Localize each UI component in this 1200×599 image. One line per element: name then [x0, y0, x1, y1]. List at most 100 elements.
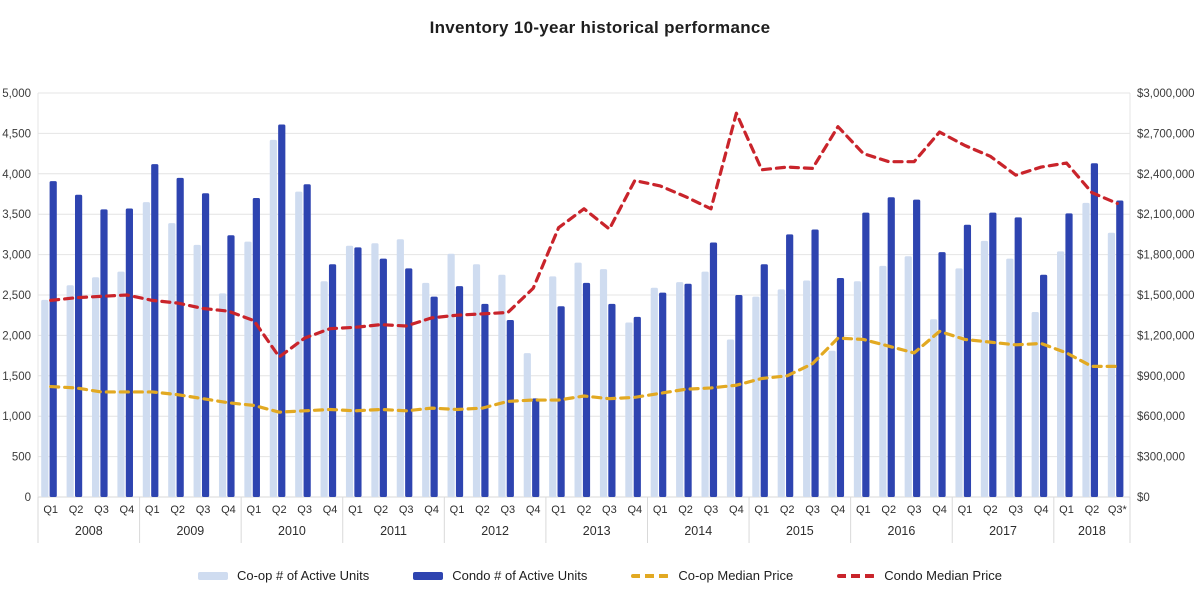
axis-tick-label: 2008	[75, 524, 103, 538]
condo-units-bar	[506, 320, 514, 497]
axis-tick-label: Q2	[373, 504, 388, 516]
coop-units-bar	[955, 268, 963, 497]
coop-units-bar	[472, 264, 481, 497]
axis-tick-label: Q1	[247, 504, 262, 516]
coop-units-bar	[117, 271, 125, 497]
axis-tick-label: 0	[25, 492, 31, 504]
coop-units-bar	[853, 281, 862, 497]
condo-units-bar	[760, 264, 768, 497]
coop-units-bar	[218, 293, 227, 497]
legend-label: Condo Median Price	[884, 568, 1003, 583]
axis-tick-label: Q3	[500, 504, 515, 516]
axis-tick-label: Q1	[551, 504, 566, 516]
axis-tick-label: Q3	[94, 504, 109, 516]
coop-units-bar	[422, 282, 430, 497]
coop-units-bar	[549, 276, 557, 497]
condo-units-bar	[608, 303, 616, 497]
condo-units-bar	[532, 398, 540, 497]
axis-tick-label: $0	[1137, 492, 1150, 504]
coop-units-bar	[904, 256, 912, 497]
coop-units-bar	[142, 202, 150, 497]
axis-tick-label: Q1	[43, 504, 58, 516]
axis-tick-label: Q2	[170, 504, 185, 516]
axis-tick-label: 4,500	[2, 128, 31, 140]
axis-tick-label: $1,200,000	[1137, 330, 1195, 342]
axis-tick-label: Q3*	[1108, 504, 1128, 516]
coop-bar-swatch	[197, 571, 228, 580]
axis-tick-label: $2,100,000	[1137, 209, 1195, 221]
axis-tick-label: $1,800,000	[1137, 250, 1195, 262]
coop-units-bar	[625, 322, 633, 497]
coop-units-bar	[980, 240, 989, 497]
axis-tick-label: Q1	[348, 504, 363, 516]
condo-price-line	[49, 111, 1119, 359]
axis-tick-label: 2013	[583, 524, 611, 538]
coop-units-bar	[41, 299, 49, 497]
condo-units-bar	[963, 224, 972, 498]
axis-tick-label: $900,000	[1137, 371, 1185, 383]
chart-legend: Co-op # of Active Units Condo # of Activ…	[0, 568, 1200, 583]
axis-tick-label: 1,000	[2, 411, 31, 423]
axis-tick-label: Q2	[983, 504, 998, 516]
coop-units-bar	[828, 350, 836, 497]
axis-tick-label: $1,500,000	[1137, 290, 1195, 302]
coop-units-bar	[396, 239, 404, 498]
condo-units-bar	[201, 193, 210, 497]
coop-units-bar	[1031, 311, 1039, 497]
axis-tick-label: Q1	[856, 504, 871, 516]
condo-units-bar	[1116, 200, 1124, 498]
axis-tick-label: Q4	[120, 504, 135, 516]
legend-label: Co-op # of Active Units	[236, 568, 370, 583]
condo-units-bar	[1014, 217, 1022, 497]
coop-units-bar	[599, 269, 608, 497]
legend-item-coop-units: Co-op # of Active Units	[197, 568, 370, 583]
coop-units-bar	[269, 139, 277, 497]
axis-tick-label: Q3	[1008, 504, 1023, 516]
condo-line-swatch	[837, 573, 876, 578]
coop-units-bar	[523, 353, 531, 497]
axis-tick-label: 4,000	[2, 169, 31, 181]
axis-tick-label: 2014	[684, 524, 712, 538]
axis-tick-label: Q4	[526, 504, 541, 516]
coop-units-bar	[66, 285, 74, 497]
condo-units-bar	[659, 292, 667, 497]
condo-units-bar	[735, 295, 743, 497]
condo-units-bar	[100, 209, 108, 498]
condo-units-bar	[430, 296, 438, 497]
coop-units-bar	[574, 262, 582, 497]
coop-units-bar	[447, 253, 455, 497]
axis-tick-label: 2012	[481, 524, 509, 538]
condo-units-bar	[1090, 163, 1099, 497]
condo-units-bar	[455, 286, 464, 497]
axis-tick-label: Q1	[145, 504, 160, 516]
axis-tick-label: 5,000	[2, 88, 31, 100]
axis-tick-label: Q2	[780, 504, 795, 516]
condo-bar-swatch	[413, 571, 444, 580]
condo-units-bar	[938, 252, 946, 497]
coop-units-bar	[701, 271, 709, 497]
condo-units-bar	[379, 258, 387, 497]
axis-tick-label: $3,000,000	[1137, 88, 1195, 100]
axis-tick-label: $600,000	[1137, 411, 1185, 423]
coop-units-bar	[244, 241, 252, 497]
condo-units-bar	[303, 184, 311, 497]
condo-units-bar	[151, 164, 159, 497]
axis-tick-label: $300,000	[1137, 452, 1185, 464]
coop-units-bar	[168, 223, 176, 497]
legend-item-condo-price: Condo Median Price	[837, 568, 1002, 583]
condo-units-bar	[49, 181, 57, 497]
chart-title: Inventory 10-year historical performance	[429, 18, 771, 37]
coop-units-bar	[650, 287, 658, 497]
axis-tick-label: 3,000	[2, 250, 31, 262]
axis-tick-label: Q2	[881, 504, 896, 516]
axis-tick-label: 3,500	[2, 209, 31, 221]
condo-units-bar	[684, 283, 692, 497]
axis-tick-label: 2017	[989, 524, 1017, 538]
axis-tick-label: Q3	[196, 504, 211, 516]
coop-units-bar	[345, 245, 354, 497]
axis-tick-label: Q2	[69, 504, 84, 516]
condo-units-bar	[328, 264, 337, 497]
coop-units-bar	[726, 339, 735, 497]
axis-tick-label: Q3	[297, 504, 312, 516]
axis-tick-label: Q1	[1059, 504, 1074, 516]
